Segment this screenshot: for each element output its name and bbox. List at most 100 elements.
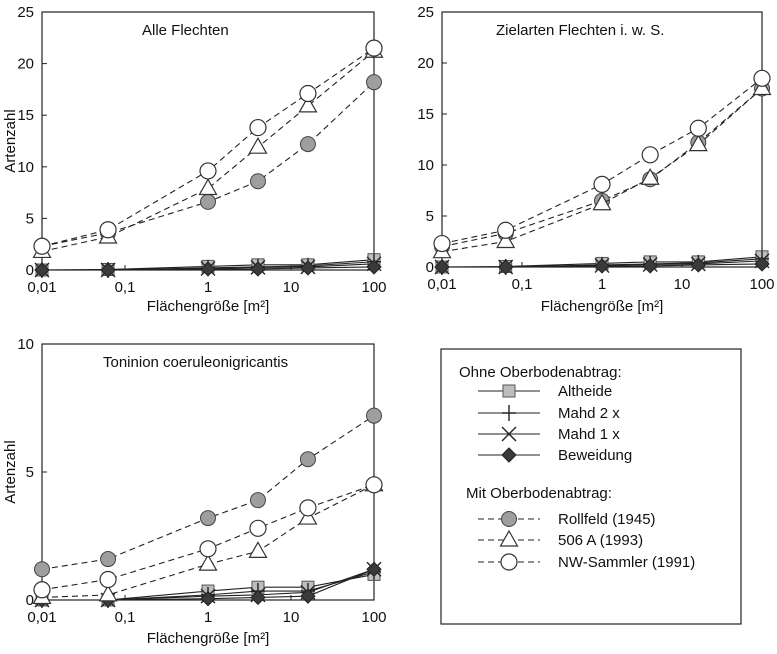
data-point bbox=[249, 173, 266, 190]
data-point bbox=[299, 451, 316, 468]
data-point bbox=[594, 258, 610, 274]
series-506-a-1993 bbox=[32, 40, 384, 259]
x-tick-label: 1 bbox=[204, 609, 212, 626]
data-point bbox=[299, 136, 316, 153]
plot-frame bbox=[441, 11, 763, 268]
data-point bbox=[753, 69, 771, 87]
x-tick-label: 0,01 bbox=[27, 609, 56, 626]
series-beweidung bbox=[34, 259, 382, 278]
series-line bbox=[41, 81, 375, 247]
chart-panel-3: 0 5 10 0,01 0,1 1 10 100 Toninion coeruleonigric… bbox=[2, 336, 387, 647]
open-circle-icon bbox=[500, 553, 518, 571]
x-tick-label: 100 bbox=[361, 609, 386, 626]
legend-item-2: Mahd 2 x bbox=[478, 405, 620, 422]
data-point bbox=[248, 541, 268, 558]
legend-label: Rollfeld (1945) bbox=[558, 511, 656, 528]
y-tick-label: 0 bbox=[26, 262, 34, 279]
y-tick-label: 10 bbox=[417, 157, 434, 174]
y-tick-label: 10 bbox=[17, 336, 34, 353]
data-point bbox=[199, 162, 217, 180]
y-tick-label: 5 bbox=[26, 464, 34, 481]
data-point bbox=[366, 407, 382, 424]
y-tick-label: 0 bbox=[426, 259, 434, 276]
data-point bbox=[100, 551, 117, 568]
x-tick-label: 0,01 bbox=[427, 276, 456, 293]
legend-label: Mahd 1 x bbox=[558, 426, 620, 443]
data-point bbox=[99, 570, 117, 589]
data-point bbox=[754, 256, 770, 272]
data-point bbox=[199, 540, 217, 558]
x-axis-label: Flächengröße [m²] bbox=[147, 298, 270, 315]
data-point bbox=[752, 78, 772, 96]
legend-item-5: Rollfeld (1945) bbox=[478, 511, 656, 528]
data-point bbox=[298, 95, 318, 113]
y-tick-label: 15 bbox=[17, 107, 34, 124]
data-point bbox=[100, 262, 116, 278]
x-tick-label: 100 bbox=[749, 276, 774, 293]
data-point bbox=[198, 553, 218, 571]
legend-item-1: Altheide bbox=[478, 383, 612, 400]
legend-item-3: Mahd 1 x bbox=[478, 426, 620, 443]
series-nw-sammler-1991 bbox=[33, 476, 383, 599]
y-tick-label: 15 bbox=[417, 106, 434, 123]
legend-item-6: 506 A (1993) bbox=[478, 529, 643, 549]
data-point bbox=[593, 175, 611, 193]
data-point bbox=[497, 259, 514, 275]
plus-icon bbox=[502, 405, 516, 421]
plot-frame bbox=[41, 11, 375, 271]
series-line bbox=[442, 263, 763, 268]
data-point bbox=[198, 178, 218, 196]
data-point bbox=[642, 258, 658, 274]
data-point bbox=[641, 146, 659, 164]
series-nw-sammler-1991 bbox=[433, 69, 771, 253]
series-line bbox=[441, 77, 763, 245]
x-tick-label: 0,01 bbox=[27, 279, 56, 296]
data-point bbox=[300, 260, 316, 276]
y-tick-label: 20 bbox=[417, 55, 434, 72]
legend-box bbox=[440, 348, 742, 625]
legend-label: Altheide bbox=[558, 383, 612, 400]
data-point bbox=[497, 221, 515, 239]
series-506-a-1993 bbox=[432, 78, 772, 259]
panel-title: Zielarten Flechten i. w. S. bbox=[496, 22, 664, 39]
data-point bbox=[200, 591, 216, 607]
series-line bbox=[41, 47, 375, 247]
data-point bbox=[34, 561, 50, 578]
y-tick-label: 25 bbox=[417, 4, 434, 21]
legend-label: NW-Sammler (1991) bbox=[558, 554, 695, 571]
data-point bbox=[33, 581, 51, 599]
data-point bbox=[366, 561, 382, 577]
data-point bbox=[690, 257, 707, 273]
data-point bbox=[248, 136, 268, 154]
series-line bbox=[42, 568, 375, 601]
panel-title: Alle Flechten bbox=[142, 22, 229, 39]
y-axis-label: Artenzahl bbox=[2, 440, 19, 503]
legend-label: Mahd 2 x bbox=[558, 405, 620, 422]
data-point bbox=[365, 39, 383, 57]
data-point bbox=[250, 589, 266, 606]
y-tick-label: 0 bbox=[26, 592, 34, 609]
x-tick-label: 10 bbox=[283, 609, 300, 626]
data-point bbox=[200, 261, 216, 277]
series-line bbox=[41, 50, 375, 252]
y-axis-label: Artenzahl bbox=[2, 109, 19, 172]
data-point bbox=[200, 510, 216, 527]
y-tick-label: 20 bbox=[17, 56, 34, 73]
y-tick-label: 10 bbox=[17, 159, 34, 176]
data-point bbox=[200, 193, 216, 210]
data-point bbox=[299, 84, 317, 103]
data-point bbox=[99, 221, 117, 239]
triangle-icon bbox=[499, 529, 519, 547]
data-point bbox=[592, 193, 612, 211]
series-line bbox=[41, 484, 375, 591]
legend-item-4: Beweidung bbox=[478, 447, 632, 464]
data-point bbox=[366, 259, 382, 275]
data-point bbox=[496, 231, 516, 249]
series-line bbox=[42, 266, 375, 271]
x-tick-label: 0,1 bbox=[115, 609, 136, 626]
panel-title: Toninion coeruleonigricantis bbox=[103, 354, 288, 371]
y-tick-label: 5 bbox=[26, 210, 34, 227]
data-point bbox=[249, 492, 266, 509]
